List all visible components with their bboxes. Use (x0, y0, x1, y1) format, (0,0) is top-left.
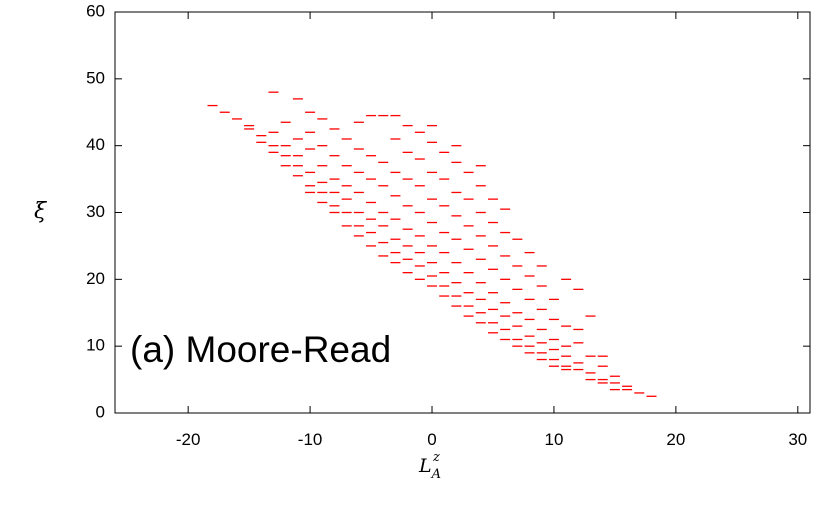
x-axis-label: LAz (418, 450, 441, 482)
y-tick-label: 20 (86, 269, 105, 288)
y-tick-label: 10 (86, 336, 105, 355)
y-tick-label: 60 (86, 1, 105, 20)
y-tick-label: 40 (86, 135, 105, 154)
x-tick-label: 30 (788, 430, 807, 449)
annotation: (a) Moore-Read (130, 329, 391, 370)
x-label-base: L (418, 455, 432, 477)
x-label-sup: z (432, 450, 440, 465)
x-tick-label: -20 (176, 430, 201, 449)
y-axis-label: ξ (34, 199, 48, 224)
y-tick-label: 50 (86, 68, 105, 87)
x-tick-label: -10 (298, 430, 323, 449)
y-tick-label: 0 (96, 402, 105, 421)
x-tick-label: 10 (544, 430, 563, 449)
x-tick-label: 0 (427, 430, 436, 449)
x-label-sub: A (431, 467, 441, 482)
y-tick-label: 30 (86, 202, 105, 221)
x-tick-label: 20 (666, 430, 685, 449)
